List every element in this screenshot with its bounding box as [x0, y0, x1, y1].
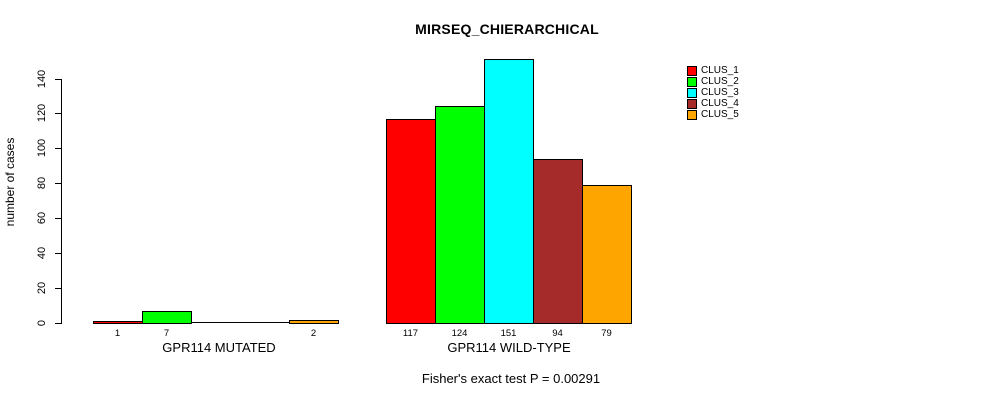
bar-value-label: 94: [552, 328, 563, 339]
bar-clus_2: [142, 311, 192, 324]
bar-clus_4: [533, 159, 583, 324]
bar-clus_5: [289, 320, 339, 324]
chart-title: MIRSEQ_CHIERARCHICAL: [415, 21, 599, 37]
bar-clus_3: [484, 59, 534, 324]
y-tick: [55, 323, 62, 324]
y-tick: [55, 148, 62, 150]
y-tick-label: 0: [36, 319, 48, 327]
bar-value-label: 2: [310, 328, 317, 339]
y-tick: [55, 113, 62, 115]
bar-value-label: 117: [402, 328, 419, 339]
legend-swatch-clus_1: [687, 66, 697, 76]
y-tick-label: 60: [36, 212, 48, 225]
legend-label-clus_2: CLUS_2: [701, 76, 739, 87]
bar-value-label: 7: [163, 328, 170, 339]
y-tick-label: 20: [36, 281, 48, 295]
bar-clus_5: [582, 185, 632, 324]
y-tick-label: 80: [36, 177, 48, 190]
group-label-wildtype: GPR114 WILD-TYPE: [447, 340, 571, 355]
group-baseline: [93, 322, 338, 323]
legend-label-clus_5: CLUS_5: [701, 109, 739, 120]
group-label-mutated: GPR114 MUTATED: [162, 340, 276, 355]
legend-swatch-clus_5: [687, 110, 697, 120]
footnote: Fisher's exact test P = 0.00291: [421, 371, 601, 386]
bar-clus_1: [93, 321, 143, 324]
y-tick: [55, 288, 62, 290]
y-tick: [55, 253, 62, 255]
bar-value-label: 1: [114, 328, 121, 339]
legend-label-clus_1: CLUS_1: [701, 65, 739, 76]
y-axis-label: number of cases: [3, 137, 17, 227]
y-tick: [55, 78, 62, 80]
y-tick-label: 100: [36, 139, 48, 158]
y-tick-label: 120: [36, 104, 48, 123]
bar-value-label: 79: [601, 328, 612, 339]
y-axis-line: [61, 78, 62, 324]
y-tick-label: 40: [36, 247, 48, 260]
legend-swatch-clus_2: [687, 77, 697, 87]
legend-label-clus_4: CLUS_4: [701, 98, 739, 109]
bar-clus_1: [386, 119, 436, 324]
legend-swatch-clus_4: [687, 99, 697, 109]
bar-value-label: 151: [500, 328, 517, 339]
bar-clus_2: [435, 106, 485, 324]
legend-label-clus_3: CLUS_3: [701, 87, 739, 98]
y-tick-label: 140: [36, 69, 48, 88]
y-tick: [55, 218, 62, 220]
bar-value-label: 124: [451, 328, 468, 339]
y-tick: [55, 183, 62, 185]
legend-swatch-clus_3: [687, 88, 697, 98]
